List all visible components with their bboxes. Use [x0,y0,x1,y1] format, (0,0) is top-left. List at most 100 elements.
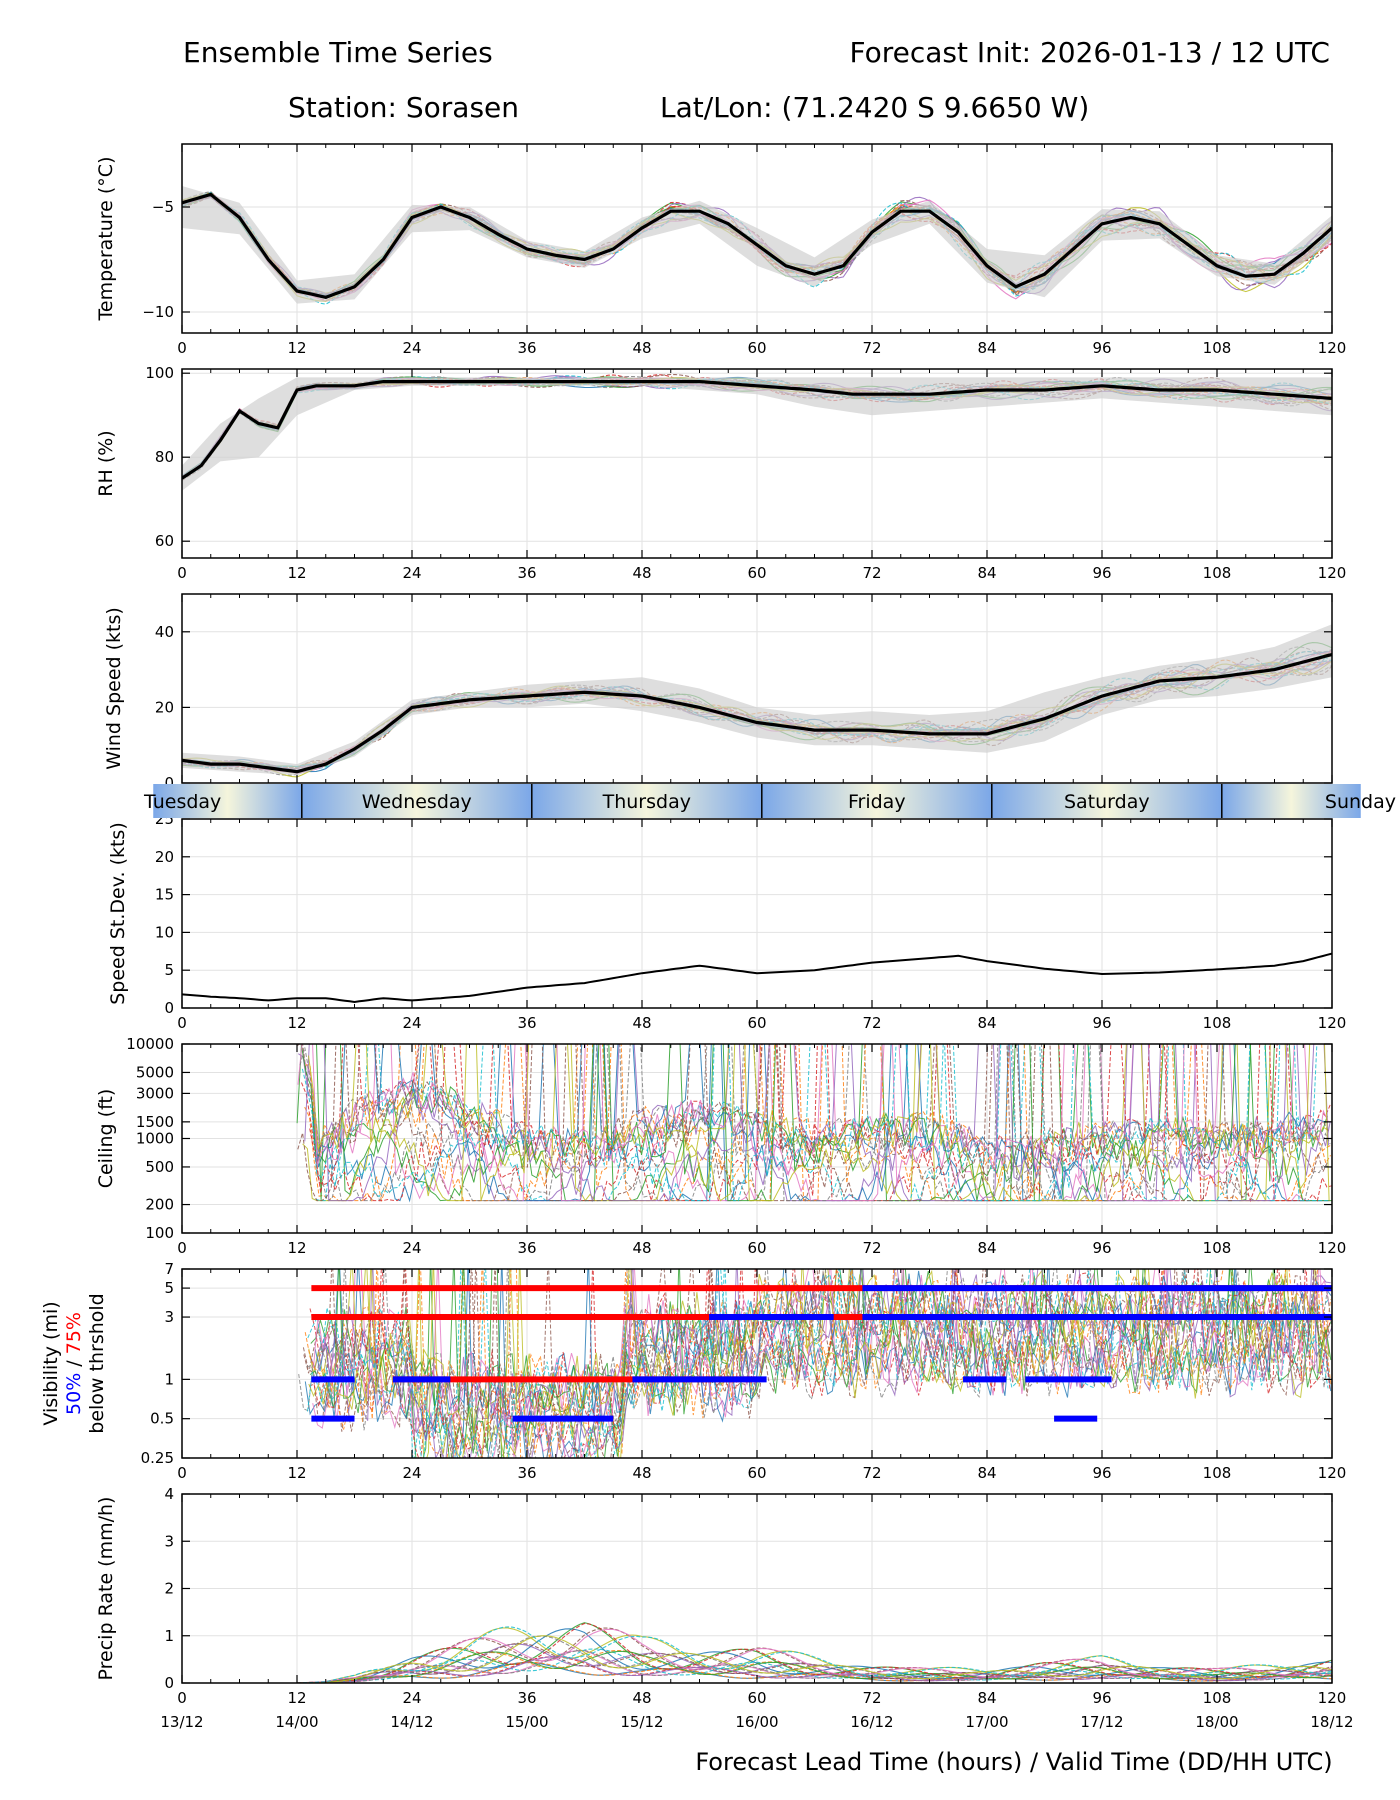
member-line-14 [308,1269,1331,1458]
y-axis-label: Temperature (°C) [95,157,117,322]
x-tick-label: 108 [1203,564,1232,582]
panel-ceiling: 0 12 24 36 48 60 72 84 96 108 120 100 200 500 10001500… [95,1035,1346,1257]
panel-wind-speed: 0122436486072849610812002040Wind Speed (… [103,593,1346,807]
y-tick-label: 1500 [136,1113,174,1131]
day-label: Tuesday [143,791,221,813]
member-line-10 [315,1044,1318,1203]
x-tick-label: 24 [402,1464,421,1482]
member-line-17 [312,1269,1330,1458]
station-label: Station: Sorasen [288,91,519,124]
member-line-17 [297,1044,1329,1202]
relative-humidity-plot-area [182,373,1332,491]
x-tick-label: 36 [517,1689,536,1707]
x-tick-label: 12 [287,564,306,582]
valid-time-label: 18/12 [1310,1713,1353,1731]
valid-time-label: 16/00 [735,1713,778,1731]
x-tick-label: 72 [862,1014,881,1032]
y-tick-label: 0.5 [150,1410,174,1428]
x-tick-label: 24 [402,1014,421,1032]
x-tick-label: 120 [1318,1689,1347,1707]
day-band [991,784,1222,818]
y-tick-label: 1000 [136,1130,174,1148]
x-tick-label: 48 [632,1464,651,1482]
member-line-14 [301,1044,1332,1203]
member-line-16 [303,1269,1330,1458]
y-tick-label: 5 [164,1279,174,1297]
member-line-19 [308,1269,1330,1458]
x-tick-label: 108 [1203,1014,1232,1032]
x-tick-label: 36 [517,564,536,582]
panel-temperature: 0 12 24 36 48 60 72 84 96 108 120 −5 −10 Temperature … [95,143,1347,357]
pct75-label: 75% [63,1312,85,1354]
y-tick-label: 0.25 [141,1449,174,1467]
title-right: Forecast Init: 2026-01-13 / 12 UTC [850,36,1330,69]
member-line-19 [308,1044,1330,1202]
x-tick-label: 60 [747,1239,766,1257]
y-tick-label: 80 [155,448,174,466]
precip-rate-plot-area [296,1622,1332,1683]
x-tick-label: 84 [977,1464,996,1482]
x-tick-label: 108 [1203,1464,1232,1482]
stdev-line [182,952,1332,1004]
day-band [531,784,762,818]
member-line-19 [296,1635,1332,1683]
y-axis-label: Ceiling (ft) [95,1089,117,1189]
x-tick-label: 36 [517,339,536,357]
spread-band [182,624,1332,776]
y-tick-label: 10000 [126,1035,174,1053]
x-tick-label: 24 [402,564,421,582]
valid-time-label: 17/12 [1080,1713,1123,1731]
x-tick-label: 48 [632,1239,651,1257]
x-tick-label: 12 [287,1464,306,1482]
y-tick-label: 3000 [136,1084,174,1102]
x-tick-label: 0 [177,339,187,357]
x-tick-label: 60 [747,1464,766,1482]
panels: 0 12 24 36 48 60 72 84 96 108 120−5−10Temperature … [40,143,1354,1731]
x-tick-label: 48 [632,1689,651,1707]
member-line-14 [296,1622,1332,1683]
member-line-10 [296,1648,1332,1683]
member-line-12 [305,1044,1332,1202]
x-tick-label: 48 [632,564,651,582]
y-axis-label: Speed St.Dev. (kts) [107,822,129,1005]
panel-visibility: 0 12 24 36 48 60 72 84 96 108 120 0.25 0.5 1 3 57 Visibi… [40,1260,1346,1482]
day-label: Sunday [1325,791,1396,813]
member-line-2 [314,1269,1332,1458]
member-line-8 [312,1044,1329,1202]
x-tick-label: 12 [287,1014,306,1032]
x-tick-label: 72 [862,1464,881,1482]
member-line-18 [306,1269,1332,1458]
valid-time-label: 16/12 [850,1713,893,1731]
y-tick-label: 2 [164,1580,174,1598]
y-tick-label: 100 [145,364,174,382]
y-tick-label: 40 [155,623,174,641]
latlon-label: Lat/Lon: (71.2420 S 9.6650 W) [660,91,1089,124]
member-line-16 [297,1044,1329,1202]
x-tick-label: 12 [287,1689,306,1707]
y-axis-label: Wind Speed (kts) [103,607,125,770]
member-line-20 [301,1044,1328,1202]
x-tick-label: 84 [977,339,996,357]
x-tick-label: 96 [1092,1014,1111,1032]
x-tick-label: 0 [177,1239,187,1257]
day-band [1221,784,1361,818]
valid-time-label: 18/00 [1195,1713,1238,1731]
y-tick-label: −5 [152,198,174,216]
valid-time-label: 17/00 [965,1713,1008,1731]
day-band [761,784,992,818]
y-tick-label: 0 [164,999,174,1017]
ensemble-mean-line [182,192,1332,299]
y-tick-label: 20 [155,848,174,866]
x-tick-label: 96 [1092,564,1111,582]
y-axis-label-sub: below thrshold [86,1293,108,1433]
x-tick-label: 120 [1318,339,1347,357]
x-tick-label: 36 [517,1014,536,1032]
pct50-label: 50% [63,1373,85,1415]
x-tick-label: 24 [402,1239,421,1257]
x-axis-label: Forecast Lead Time (hours) / Valid Time … [695,1748,1332,1776]
y-tick-label: 0 [164,1674,174,1692]
y-axis-label: Precip Rate (mm/h) [95,1497,117,1681]
x-tick-label: 60 [747,339,766,357]
